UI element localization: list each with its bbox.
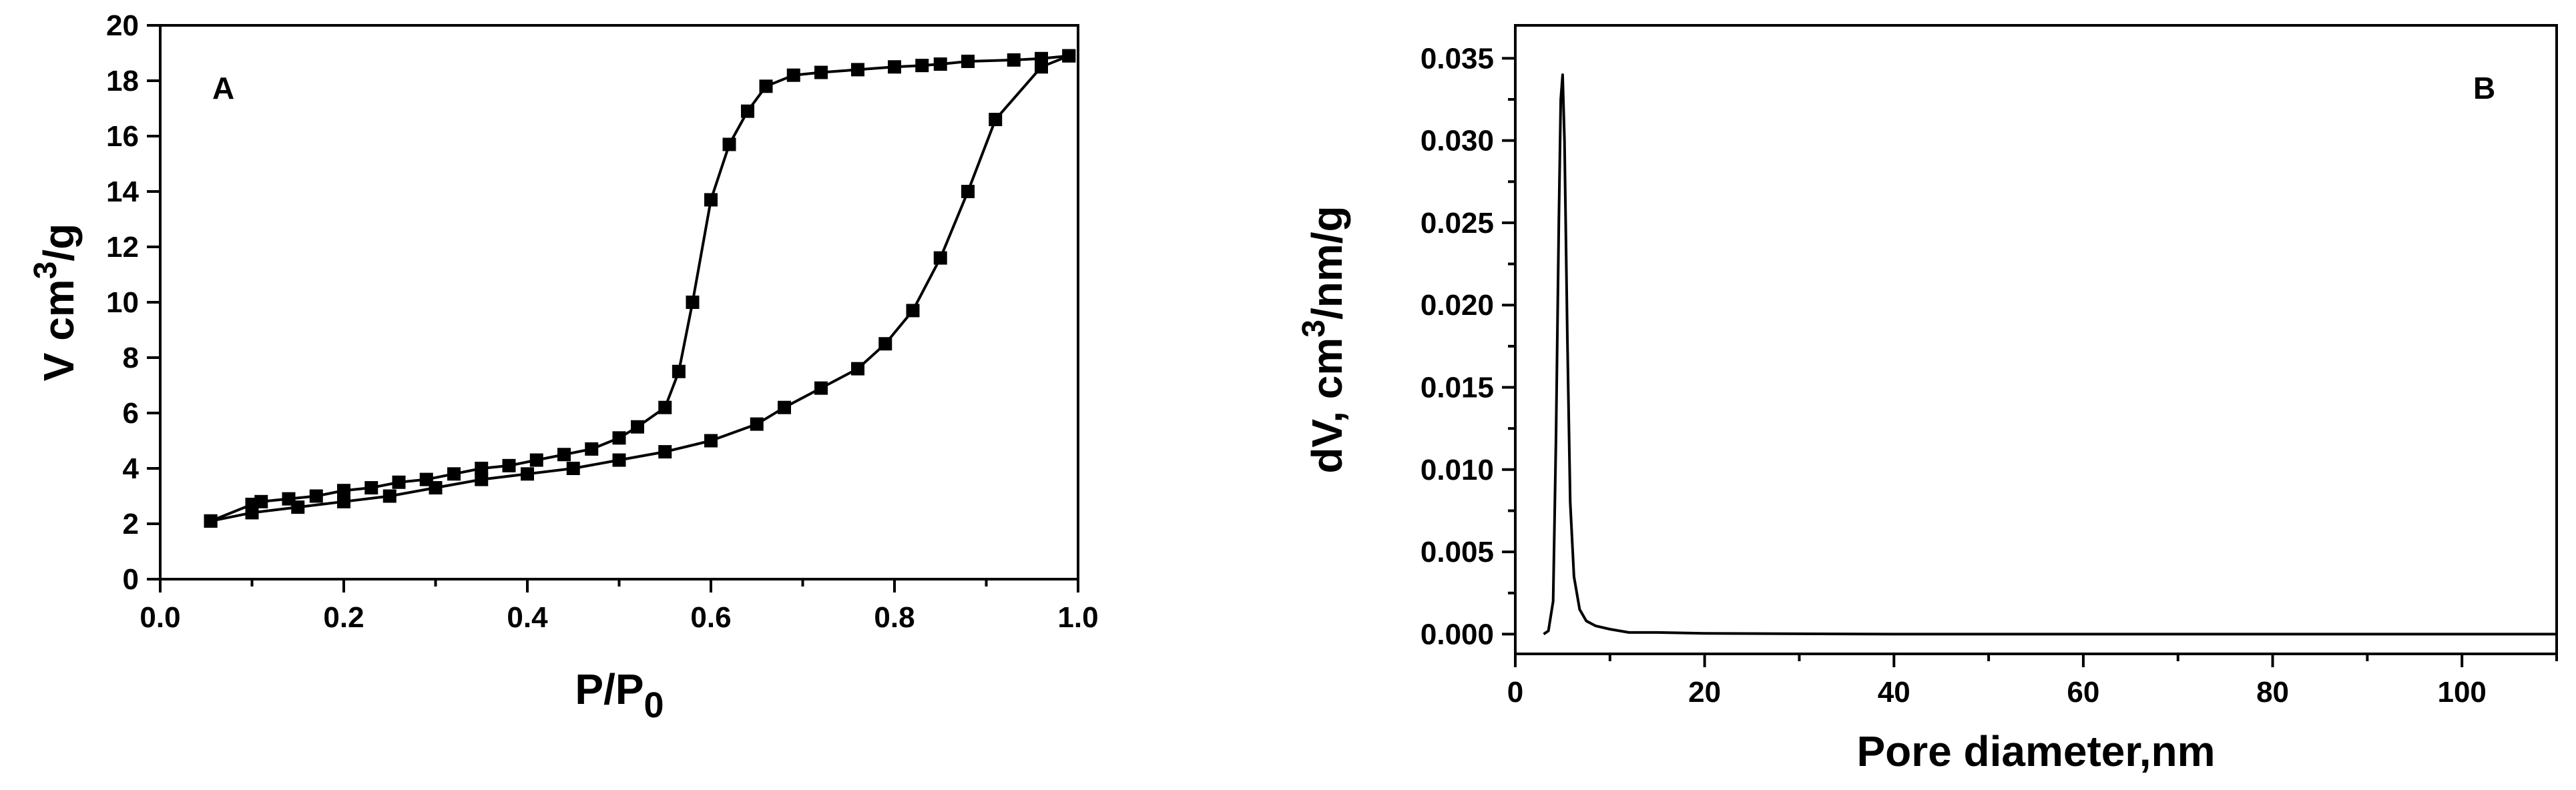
data-point [704,434,718,448]
y-tick-label: 0.025 [1421,207,1494,240]
chart-b: 0 20 40 60 80 100 0.000 0.005 0.010 0.015 0.020 0.0… [1296,24,2558,775]
x-tick-label: 0.0 [140,601,180,634]
data-point [906,304,920,318]
y-tick-label: 6 [123,397,139,430]
data-point [521,467,534,481]
data-point [851,362,864,376]
data-point [961,185,975,198]
data-point [750,417,764,431]
data-point [419,472,433,486]
data-point [888,60,901,74]
y-tick-label: 10 [106,286,139,319]
chart-a-panel-label: A [212,71,234,105]
chart-a-x-axis-label: P/P0 [575,665,664,725]
data-point [786,68,800,82]
chart-a: 0.0 0.2 0.4 0.6 0.8 1.0 0 2 4 6 8 10 12 14 16 18 20 A P/… [28,9,1099,725]
y-tick-label: 14 [106,175,139,208]
y-tick-label: 20 [106,9,139,42]
x-tick-label: 100 [2437,676,2486,709]
x-tick-label: 0.4 [507,601,548,634]
data-point [612,453,626,467]
x-tick-label: 80 [2256,676,2289,709]
data-point [557,448,571,462]
data-point [282,492,296,506]
y-tick-label: 0 [123,563,139,596]
data-point [566,462,580,475]
data-point [447,467,461,481]
data-point [915,59,929,73]
x-tick-label: 0 [1507,676,1523,709]
data-point [814,381,828,395]
x-tick-label: 0.8 [874,601,915,634]
y-tick-label: 0.005 [1421,536,1494,568]
y-tick-label: 2 [123,508,139,540]
data-point [672,364,686,378]
data-point [204,514,218,528]
data-point [933,57,947,71]
data-point [1007,53,1021,67]
data-point [1035,51,1048,65]
data-point [382,489,397,503]
data-point [245,497,259,511]
y-tick-label: 0.020 [1421,289,1494,322]
data-point [529,453,543,467]
y-tick-label: 12 [106,231,139,264]
data-point [778,400,791,414]
data-point [759,79,773,93]
data-point [961,54,975,68]
data-point [364,481,378,495]
series-line [210,54,1070,522]
data-point [392,475,406,489]
data-point [989,113,1003,127]
y-tick-label: 0.000 [1421,618,1494,651]
data-point [814,65,828,79]
data-point [475,472,489,486]
data-point [722,137,736,151]
data-point [658,445,672,459]
y-tick-label: 0.030 [1421,125,1494,157]
data-point [502,458,516,472]
chart-b-plot-frame [1514,24,2558,655]
data-point [1062,49,1076,63]
x-tick-label: 1.0 [1057,601,1098,634]
chart-b-x-axis-label: Pore diameter,nm [1856,727,2215,775]
chart-a-y-axis-label: V cm3/g [28,224,83,382]
x-tick-label: 20 [1688,676,1721,709]
data-point [337,484,350,498]
data-point [309,489,323,503]
y-tick-label: 4 [123,452,140,485]
chart-b-y-axis-label: dV, cm3/nm/g [1296,206,1351,473]
data-point [878,337,892,351]
y-tick-label: 0.010 [1421,454,1494,486]
y-tick-label: 0.015 [1421,372,1494,404]
data-point [686,296,700,309]
data-point [585,442,599,456]
data-point [475,462,489,475]
y-tick-label: 0.035 [1421,42,1494,75]
data-point [704,193,718,207]
data-point [631,420,644,434]
series-line [210,54,1069,522]
data-point [612,431,626,445]
x-tick-label: 60 [2067,676,2099,709]
data-point [658,400,672,414]
chart-a-plot-frame [159,24,1079,580]
data-point [851,63,864,77]
x-tick-label: 40 [1878,676,1910,709]
data-point [933,251,947,265]
data-point [337,494,350,508]
x-tick-label: 0.2 [323,601,364,634]
data-point [741,104,754,118]
y-tick-label: 16 [106,120,139,153]
chart-b-panel-label: B [2473,71,2495,105]
y-tick-label: 8 [123,342,139,374]
series-line [1543,73,2557,636]
x-tick-label: 0.6 [690,601,731,634]
y-tick-label: 18 [106,65,139,97]
